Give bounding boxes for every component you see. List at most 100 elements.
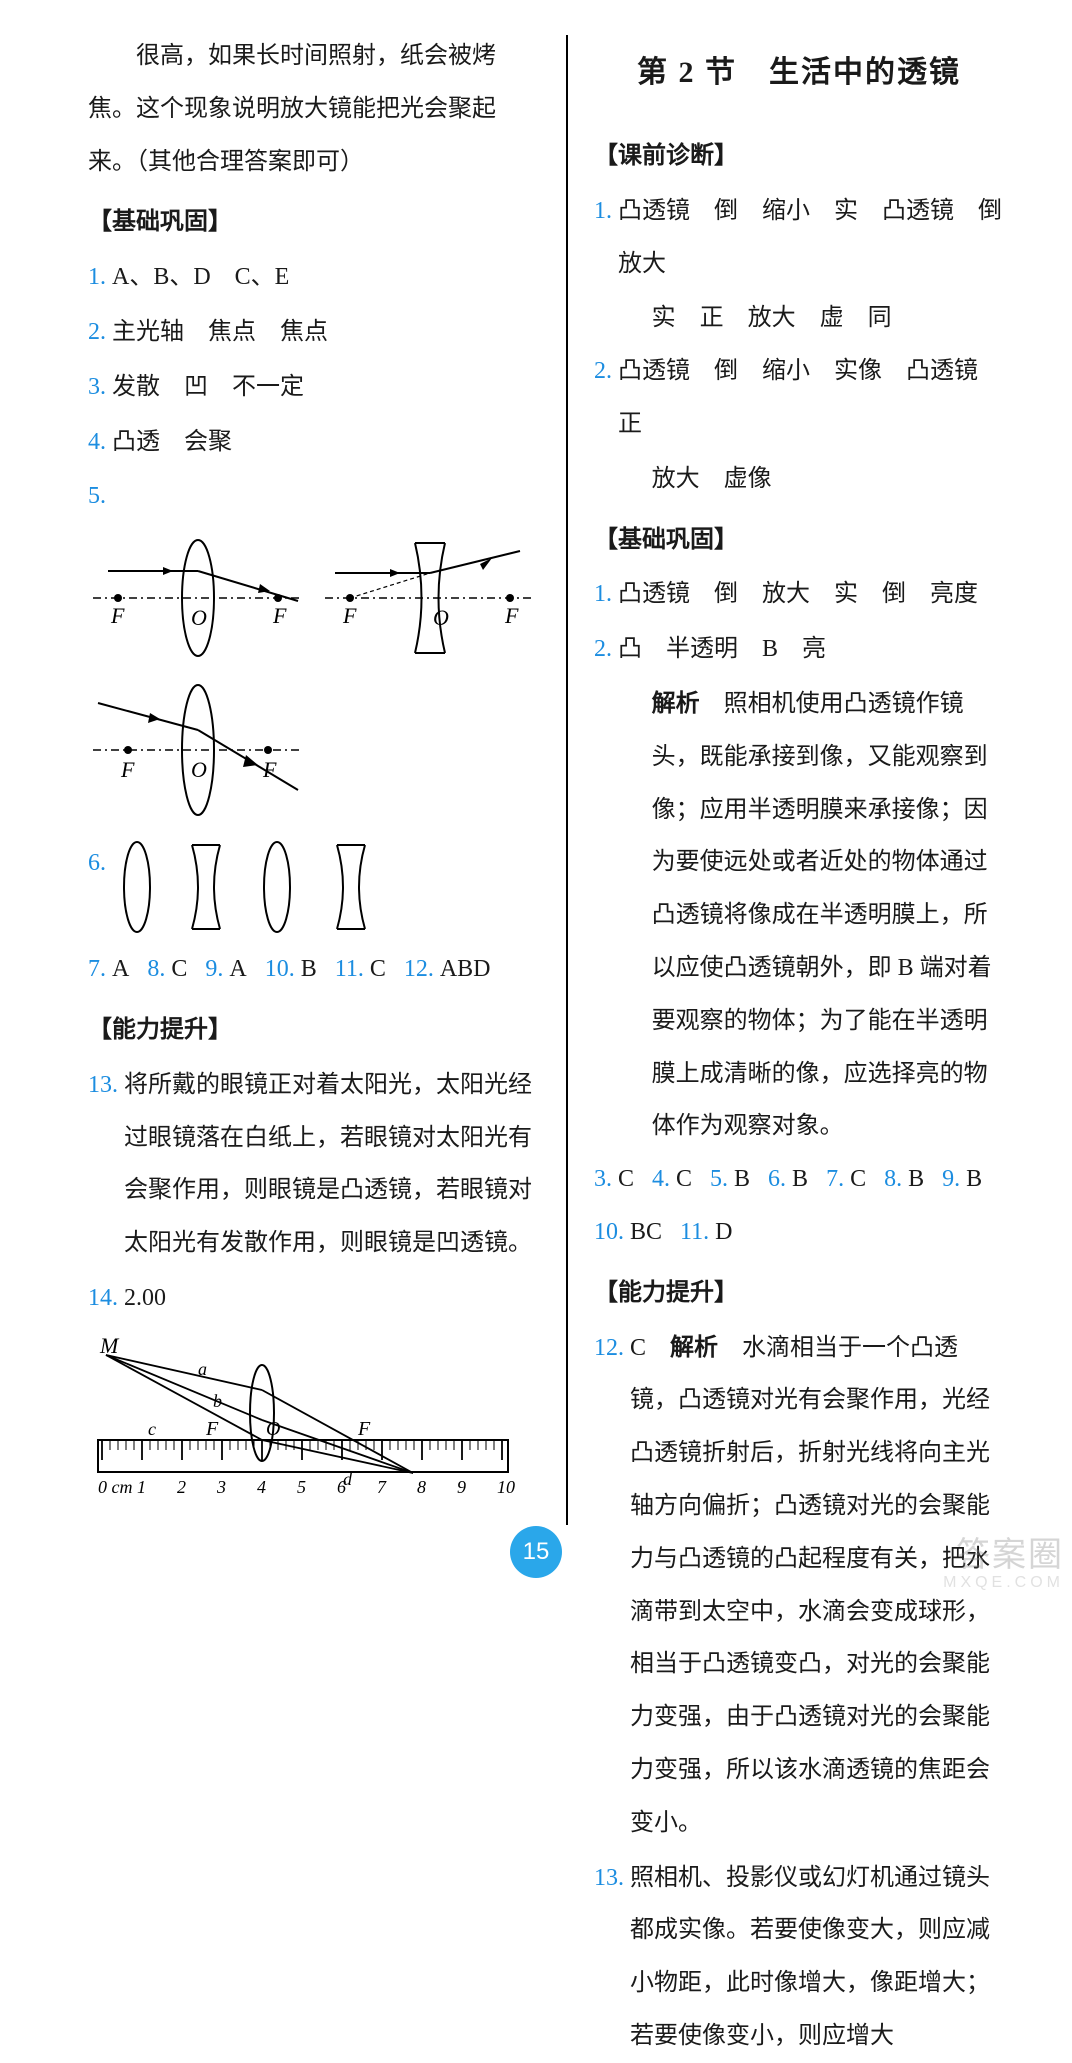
ruler-lens-diagram: M a b c F O F d 0 cm12345678910 xyxy=(88,1335,518,1505)
answer-num: 6. xyxy=(768,1166,786,1192)
answer-num: 10. xyxy=(265,956,295,982)
svg-text:9: 9 xyxy=(457,1477,466,1497)
svg-text:F: F xyxy=(262,757,277,782)
r-b2-ans: 凸 半透明 B 亮 xyxy=(618,636,826,662)
r-q2-t1: 凸透镜 倒 缩小 实像 凸透镜 正 xyxy=(618,345,1004,451)
r-b1-txt: 凸透镜 倒 放大 实 倒 亮度 xyxy=(618,568,1004,621)
right-inline-answers-1: 3.C4.C5.B6.B7.C8.B9.B xyxy=(594,1153,1004,1206)
page-container: 很高，如果长时间照射，纸会被烤焦。这个现象说明放大镜能把光会聚起来。（其他合理答… xyxy=(0,0,1072,1520)
answer-num: 11. xyxy=(335,956,364,982)
svg-text:1: 1 xyxy=(137,1477,146,1497)
q5: 5. xyxy=(88,470,540,523)
right-inline-answers-2: 10.BC 11.D xyxy=(594,1206,1004,1259)
answer-num: 9. xyxy=(205,956,223,982)
answer-pair: 5.B xyxy=(710,1166,750,1192)
svg-text:a: a xyxy=(198,1359,207,1379)
answer-num: 8. xyxy=(147,956,165,982)
watermark-small: MXQE.COM xyxy=(943,1574,1064,1592)
answer-num: 12. xyxy=(404,956,434,982)
page-number-badge: 15 xyxy=(510,1526,562,1578)
svg-text:3: 3 xyxy=(216,1477,226,1497)
answer-letter: ABD xyxy=(440,956,491,982)
answer-pair: 9.A xyxy=(205,956,246,982)
q2: 2.主光轴 焦点 焦点 xyxy=(88,306,540,359)
r-b2: 2.凸 半透明 B 亮 xyxy=(594,623,1004,676)
svg-text:F: F xyxy=(110,603,125,628)
lens-row-2: F O F xyxy=(88,675,540,825)
answer-pair: 8.B xyxy=(884,1166,924,1192)
answer-pair: 10.B xyxy=(265,956,317,982)
r-q2-num: 2. xyxy=(594,345,612,451)
answer-num: 3. xyxy=(594,1166,612,1192)
hdr-nengli-right: 【能力提升】 xyxy=(594,1267,1004,1320)
intro-continuation: 很高，如果长时间照射，纸会被烤焦。这个现象说明放大镜能把光会聚起来。（其他合理答… xyxy=(88,30,540,188)
q4: 4.凸透 会聚 xyxy=(88,416,540,469)
r-b2-jiexi-txt: 照相机使用凸透镜作镜头，既能承接到像，又能观察到像；应用半透明膜来承接像；因为要… xyxy=(652,691,992,1139)
answer-letter: A xyxy=(229,956,246,982)
q6: 6. xyxy=(88,837,540,937)
answer-pair: 11.C xyxy=(335,956,386,982)
r-q1-num: 1. xyxy=(594,185,612,291)
q6-num: 6. xyxy=(88,837,106,937)
r-q2: 2.凸透镜 倒 缩小 实像 凸透镜 正 xyxy=(594,345,1004,451)
answer-pair: 10.BC xyxy=(594,1219,662,1245)
q1: 1.A、B、D C、E xyxy=(88,251,540,304)
lens-shapes-row xyxy=(112,837,412,937)
r-q1-t1: 凸透镜 倒 缩小 实 凸透镜 倒 放大 xyxy=(618,185,1004,291)
answer-num: 7. xyxy=(88,956,106,982)
q1-txt: A、B、D C、E xyxy=(112,251,540,304)
r-b1-num: 1. xyxy=(594,568,612,621)
answer-pair: 4.C xyxy=(652,1166,692,1192)
svg-text:O: O xyxy=(266,1418,280,1440)
answer-num: 10. xyxy=(594,1219,624,1245)
q13-txt: 将所戴的眼镜正对着太阳光，太阳光经过眼镜落在白纸上，若眼镜对太阳光有会聚作用，则… xyxy=(124,1059,540,1270)
answer-letter: A xyxy=(112,956,129,982)
svg-text:5: 5 xyxy=(297,1477,306,1497)
answer-num: 5. xyxy=(710,1166,728,1192)
hdr-jichu-right: 【基础巩固】 xyxy=(594,514,1004,567)
r-b2-jiexi: 解析 照相机使用凸透镜作镜头，既能承接到像，又能观察到像；应用半透明膜来承接像；… xyxy=(594,678,1004,1153)
svg-text:O: O xyxy=(433,605,449,630)
answer-letter: B xyxy=(966,1166,982,1192)
svg-text:2: 2 xyxy=(177,1477,186,1497)
q3-num: 3. xyxy=(88,361,106,414)
lens-concave-diagram: F O F xyxy=(320,533,540,663)
q14-txt: 2.00 xyxy=(124,1272,540,1325)
svg-text:F: F xyxy=(272,603,287,628)
jiexi-label: 解析 xyxy=(652,691,700,717)
svg-text:10: 10 xyxy=(497,1477,515,1497)
answer-num: 7. xyxy=(826,1166,844,1192)
q3: 3.发散 凹 不一定 xyxy=(88,361,540,414)
hdr-nengli-left: 【能力提升】 xyxy=(88,1004,540,1057)
q13-left: 13.将所戴的眼镜正对着太阳光，太阳光经过眼镜落在白纸上，若眼镜对太阳光有会聚作… xyxy=(88,1059,540,1270)
r-q12-num: 12. xyxy=(594,1322,624,1850)
answer-pair: 11.D xyxy=(680,1219,732,1245)
svg-text:c: c xyxy=(148,1419,156,1439)
section-title: 第 2 节 生活中的透镜 xyxy=(594,40,1004,106)
answer-num: 11. xyxy=(680,1219,709,1245)
svg-text:7: 7 xyxy=(377,1477,387,1497)
lens-convex-diagram: F O F xyxy=(88,533,308,663)
q2-num: 2. xyxy=(88,306,106,359)
r-q2-t2: 放大 虚像 xyxy=(594,453,1004,506)
answer-pair: 8.C xyxy=(147,956,187,982)
answer-pair: 12.ABD xyxy=(404,956,491,982)
answer-pair: 9.B xyxy=(942,1166,982,1192)
svg-text:b: b xyxy=(213,1391,222,1411)
svg-text:4: 4 xyxy=(257,1477,266,1497)
answer-num: 4. xyxy=(652,1166,670,1192)
answer-letter: C xyxy=(850,1166,866,1192)
svg-text:F: F xyxy=(120,757,135,782)
q5-num: 5. xyxy=(88,470,106,523)
hdr-keqian: 【课前诊断】 xyxy=(594,130,1004,183)
q13-num: 13. xyxy=(88,1059,118,1270)
answer-pair: 6.B xyxy=(768,1166,808,1192)
svg-text:O: O xyxy=(191,605,207,630)
svg-text:F: F xyxy=(504,603,519,628)
svg-text:8: 8 xyxy=(417,1477,426,1497)
watermark-big: 答案圈 xyxy=(956,1536,1064,1574)
answer-letter: B xyxy=(301,956,317,982)
svg-text:F: F xyxy=(342,603,357,628)
q14: 14.2.00 xyxy=(88,1272,540,1325)
svg-text:O: O xyxy=(191,757,207,782)
